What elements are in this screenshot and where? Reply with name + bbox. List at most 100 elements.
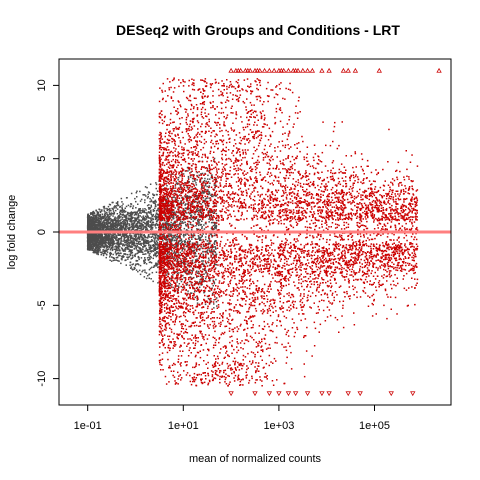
data-point: [202, 260, 204, 262]
data-point: [144, 269, 146, 271]
data-point: [236, 151, 239, 153]
data-point: [175, 277, 178, 280]
data-point: [143, 259, 145, 262]
data-point: [95, 228, 97, 231]
data-point: [151, 266, 153, 269]
data-point: [130, 249, 132, 251]
data-point: [139, 264, 142, 267]
data-point: [194, 261, 196, 264]
data-point: [212, 195, 214, 198]
data-point: [196, 144, 199, 147]
data-point: [152, 233, 154, 236]
data-point: [97, 233, 100, 235]
data-point: [172, 252, 175, 254]
data-point: [112, 222, 114, 224]
data-point: [213, 303, 215, 305]
data-point: [106, 218, 109, 221]
data-point: [87, 217, 89, 219]
data-point: [129, 242, 131, 245]
data-point: [122, 225, 124, 227]
data-point: [121, 208, 123, 210]
data-point: [115, 209, 117, 212]
data-point: [133, 220, 135, 222]
data-point: [184, 218, 186, 220]
data-point: [88, 234, 90, 236]
data-point: [193, 276, 195, 279]
data-point: [210, 234, 213, 237]
data-point: [178, 224, 181, 226]
data-point: [137, 252, 139, 254]
data-point: [129, 232, 131, 235]
data-point: [184, 240, 186, 243]
data-point: [111, 221, 113, 223]
data-point: [99, 225, 102, 227]
data-point: [269, 202, 272, 204]
data-point: [133, 268, 135, 270]
data-point: [181, 247, 184, 249]
data-point: [91, 221, 93, 223]
data-point: [140, 244, 142, 246]
data-point: [177, 241, 180, 244]
data-point: [116, 203, 119, 205]
data-point: [129, 215, 131, 217]
data-point: [120, 243, 123, 245]
data-point: [154, 223, 157, 226]
data-point: [227, 268, 230, 271]
data-point: [150, 224, 153, 227]
data-point: [126, 235, 128, 237]
data-point: [188, 169, 191, 171]
data-point: [172, 286, 174, 289]
data-point: [188, 280, 191, 283]
data-point: [196, 250, 198, 252]
data-point: [174, 258, 177, 261]
data-point: [156, 209, 159, 211]
data-point: [147, 222, 149, 225]
data-point: [100, 244, 102, 246]
data-point: [87, 220, 89, 223]
data-point: [138, 250, 141, 253]
data-point: [144, 219, 146, 222]
data-point: [192, 217, 195, 219]
data-point: [228, 330, 231, 332]
data-point: [365, 243, 367, 245]
data-point: [138, 209, 141, 212]
data-point: [135, 192, 138, 194]
data-point: [128, 248, 130, 250]
data-point: [108, 222, 111, 224]
data-point: [201, 283, 203, 286]
data-point: [99, 233, 101, 236]
data-point: [148, 212, 151, 214]
data-point: [183, 209, 186, 211]
data-point: [313, 321, 316, 324]
data-point: [188, 196, 190, 198]
data-point: [118, 249, 121, 252]
data-point: [121, 206, 123, 209]
data-point: [114, 237, 116, 239]
data-point: [208, 247, 210, 250]
data-point: [126, 220, 129, 222]
data-point: [87, 245, 89, 248]
data-point: [362, 218, 364, 220]
data-point: [230, 303, 232, 305]
data-point: [125, 253, 127, 256]
data-point: [130, 252, 132, 254]
data-point: [124, 239, 127, 242]
data-point: [208, 238, 211, 240]
data-point: [167, 204, 169, 206]
data-point: [159, 229, 161, 231]
data-point: [164, 255, 167, 258]
data-point: [196, 201, 199, 204]
data-point: [138, 269, 141, 272]
data-point: [118, 244, 121, 246]
data-point: [105, 247, 108, 249]
data-point: [213, 263, 216, 266]
data-point: [111, 213, 113, 215]
data-point: [137, 256, 140, 259]
data-point: [107, 205, 110, 208]
data-point: [134, 213, 137, 216]
data-point: [162, 233, 164, 236]
data-point: [106, 239, 108, 241]
data-point: [155, 227, 157, 229]
data-point: [215, 180, 217, 182]
data-point: [141, 239, 143, 241]
